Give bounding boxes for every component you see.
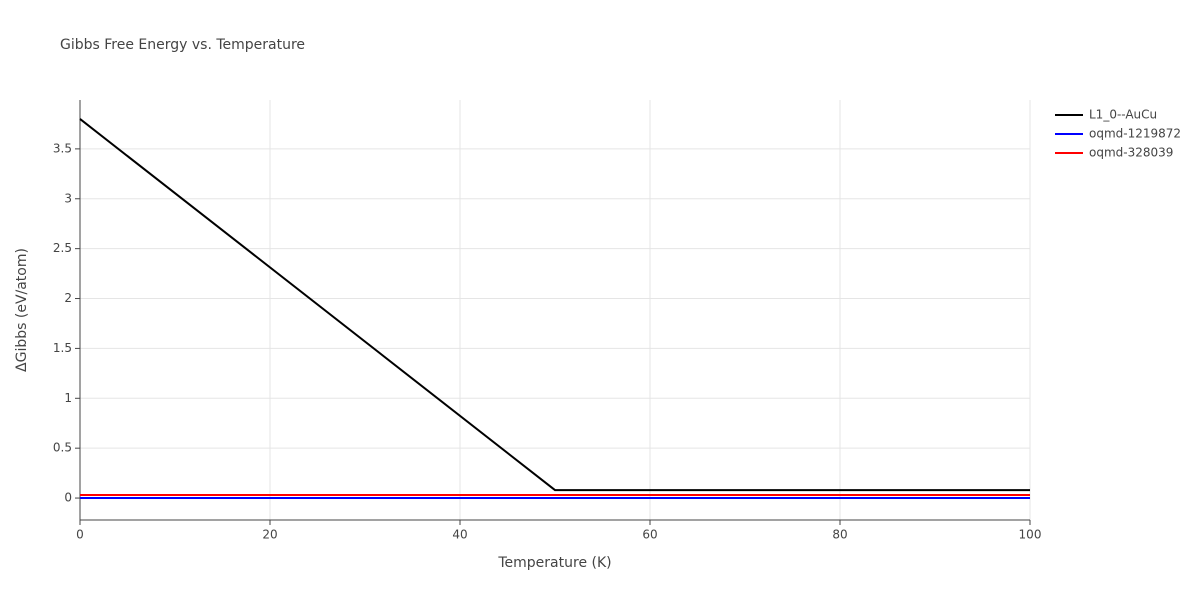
legend-label: L1_0--AuCu xyxy=(1089,108,1157,122)
x-tick-label: 20 xyxy=(262,528,277,542)
x-tick-label: 0 xyxy=(76,528,84,542)
x-tick-label: 40 xyxy=(452,528,467,542)
x-tick-label: 100 xyxy=(1019,528,1042,542)
y-tick-label: 3.5 xyxy=(53,141,72,155)
x-tick-label: 80 xyxy=(832,528,847,542)
y-tick-label: 1.5 xyxy=(53,341,72,355)
data-line xyxy=(79,118,1030,492)
y-tick-label: 0.5 xyxy=(53,441,72,455)
y-axis-title: ΔGibbs (eV/atom) xyxy=(14,248,30,372)
x-axis-title: Temperature (K) xyxy=(497,555,611,571)
legend-label: oqmd-328039 xyxy=(1089,146,1173,160)
y-tick-label: 3 xyxy=(64,191,72,205)
chart-title: Gibbs Free Energy vs. Temperature xyxy=(60,37,305,53)
legend-label: oqmd-1219872 xyxy=(1089,127,1181,141)
y-tick-label: 2 xyxy=(64,291,72,305)
y-tick-label: 0 xyxy=(64,491,72,505)
y-tick-label: 2.5 xyxy=(53,241,72,255)
x-tick-label: 60 xyxy=(642,528,657,542)
y-tick-label: 1 xyxy=(64,391,72,405)
